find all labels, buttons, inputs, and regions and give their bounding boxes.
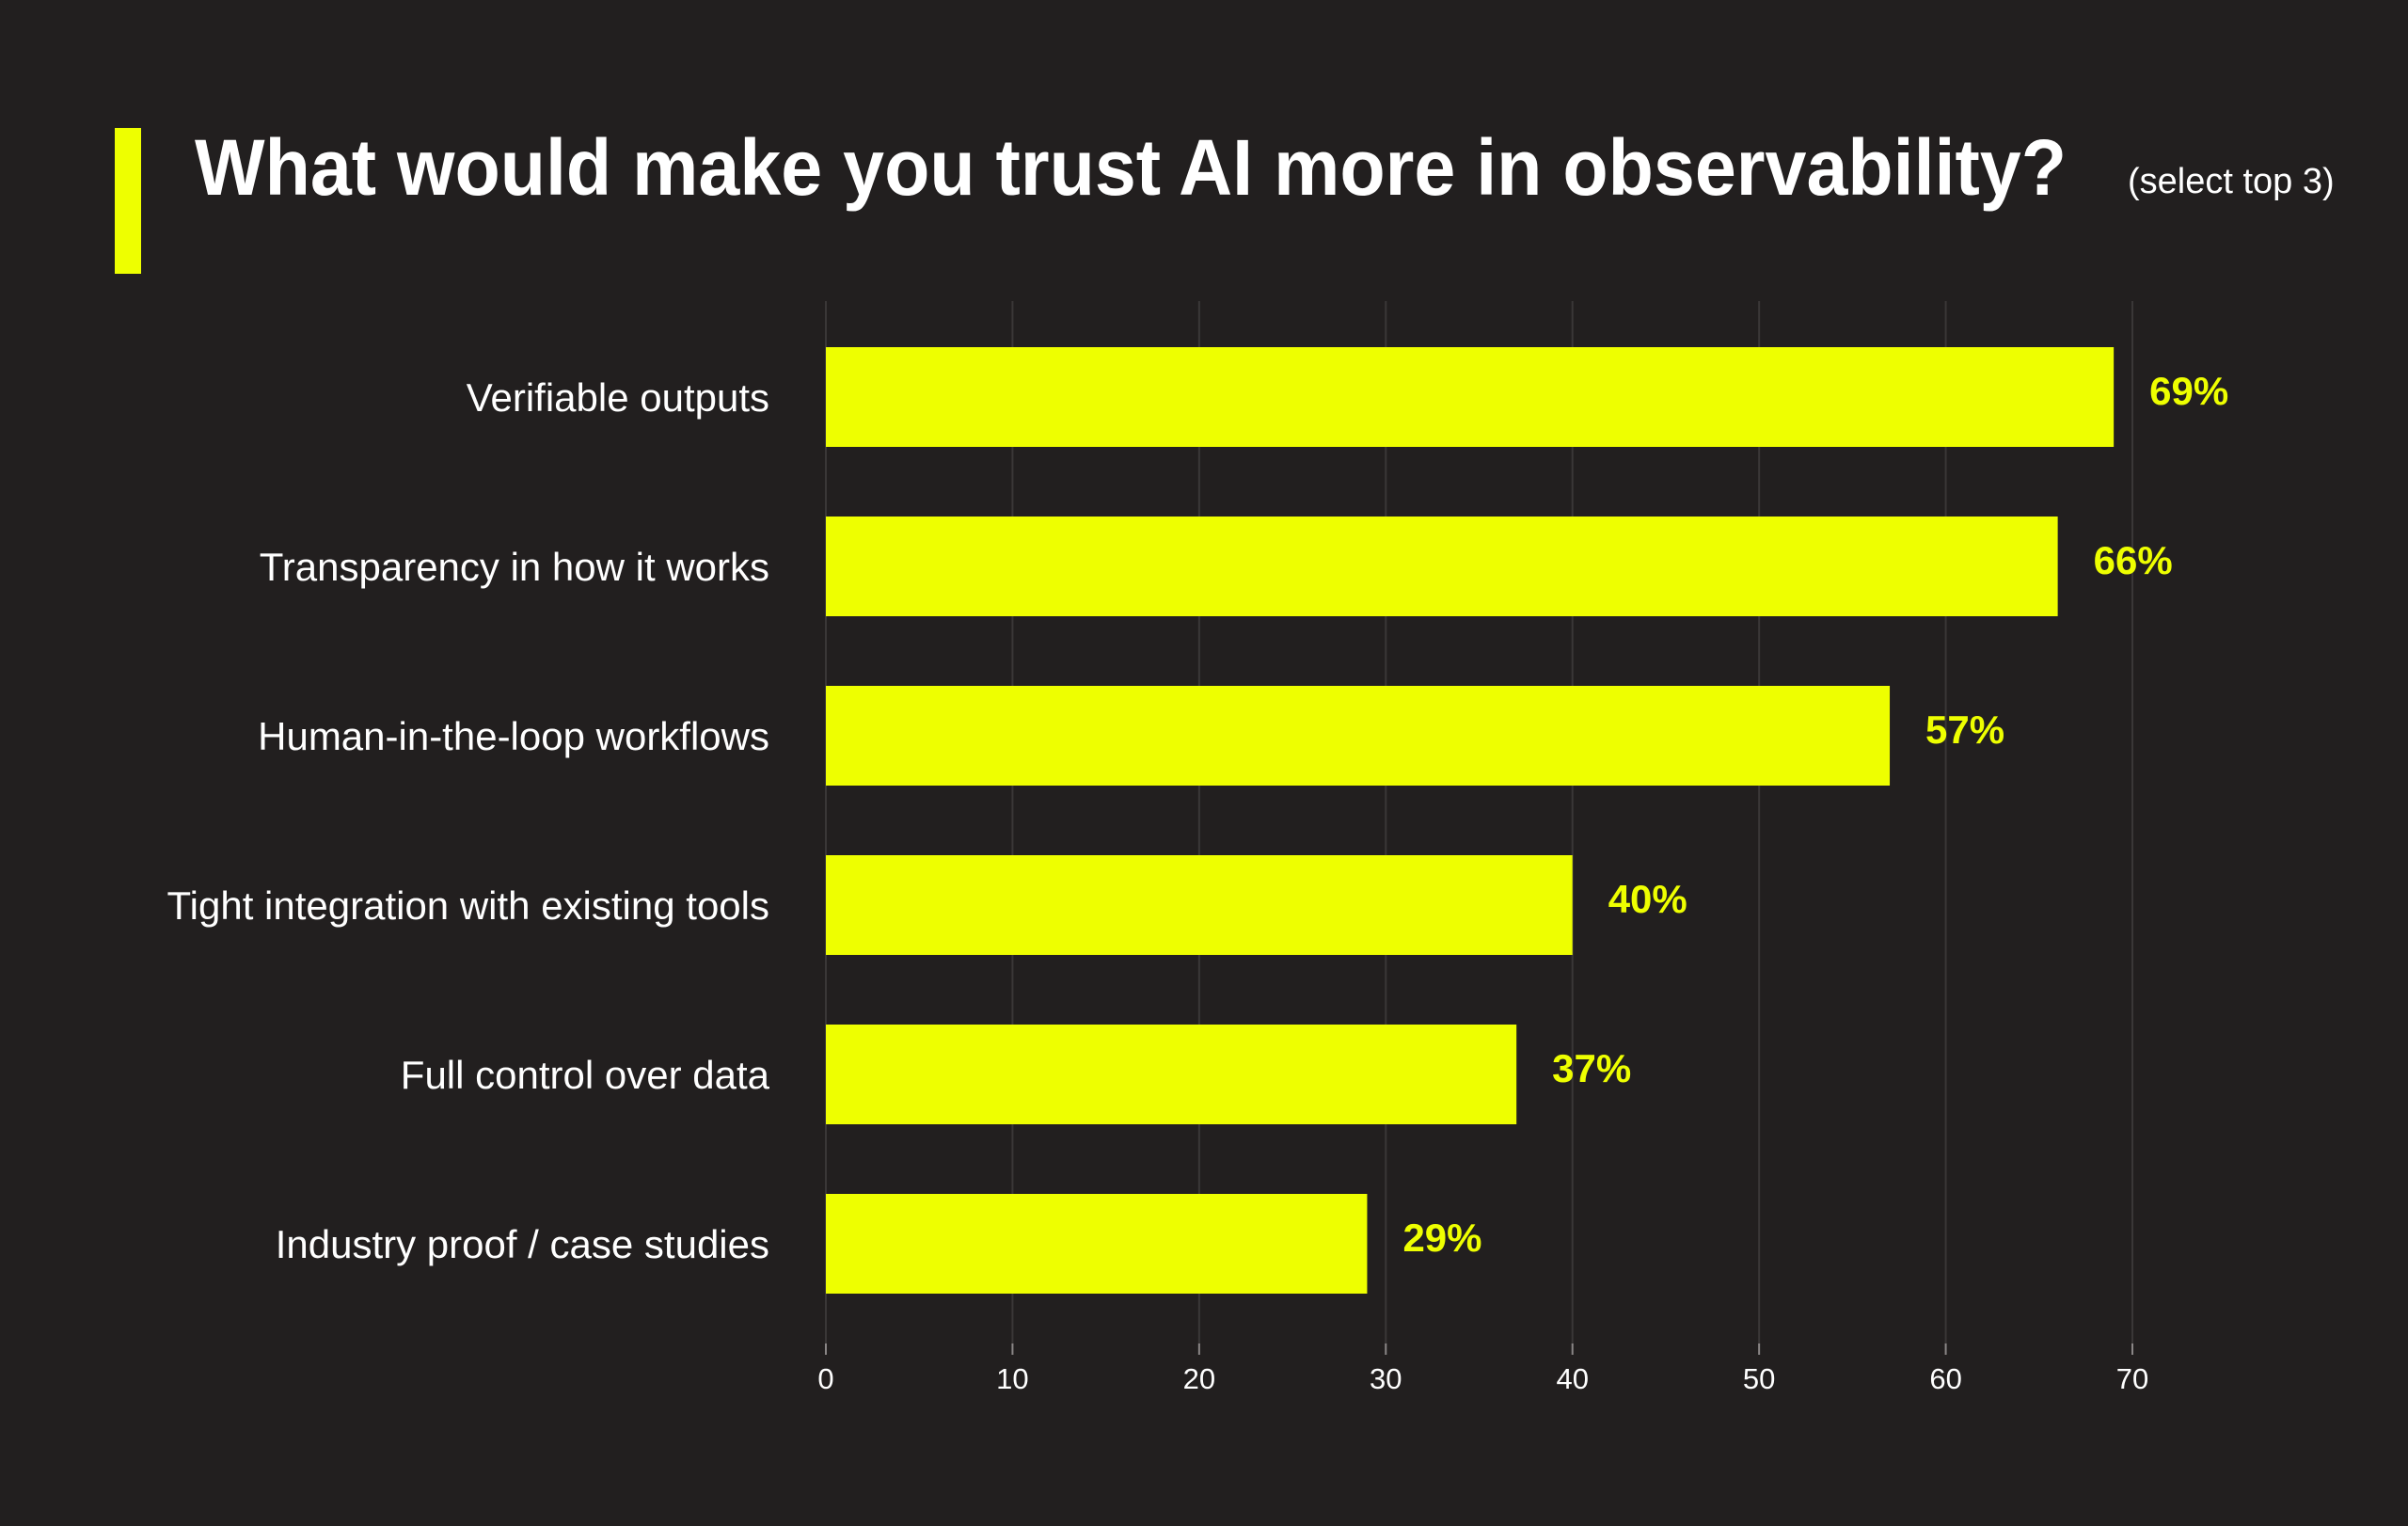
bar [826,1194,1368,1294]
x-tick-label: 10 [996,1362,1028,1395]
category-label: Transparency in how it works [260,545,769,589]
x-tick-label: 50 [1743,1362,1775,1395]
bar [826,517,2058,616]
bar [826,1025,1517,1124]
category-label: Tight integration with existing tools [167,883,769,928]
x-tick-label: 40 [1556,1362,1588,1395]
data-label: 29% [1402,1216,1481,1260]
data-label: 69% [2149,369,2228,413]
category-label: Human-in-the-loop workflows [258,714,769,758]
x-tick-label: 0 [817,1362,833,1395]
data-label: 57% [1925,707,2004,752]
bar [826,347,2115,447]
data-label: 66% [2094,538,2173,582]
x-tick-label: 30 [1370,1362,1402,1395]
bar [826,686,1891,786]
category-label: Verifiable outputs [467,375,769,420]
category-label: Industry proof / case studies [276,1222,769,1266]
chart-subtitle: (select top 3) [2128,162,2335,201]
category-label: Full control over data [401,1053,770,1097]
x-tick-label: 20 [1183,1362,1215,1395]
title-accent-bar [115,128,141,274]
chart-title: What would make you trust AI more in obs… [195,123,2067,212]
bar [826,855,1573,955]
x-tick-label: 60 [1929,1362,1961,1395]
x-tick-label: 70 [2116,1362,2148,1395]
data-label: 40% [1608,877,1687,921]
bars: Verifiable outputs 69% Transparency in how… [167,347,2228,1294]
data-label: 37% [1552,1046,1631,1090]
gridlines [825,301,2133,1345]
x-axis: 0 10 20 30 40 50 60 70 [817,1343,2148,1395]
